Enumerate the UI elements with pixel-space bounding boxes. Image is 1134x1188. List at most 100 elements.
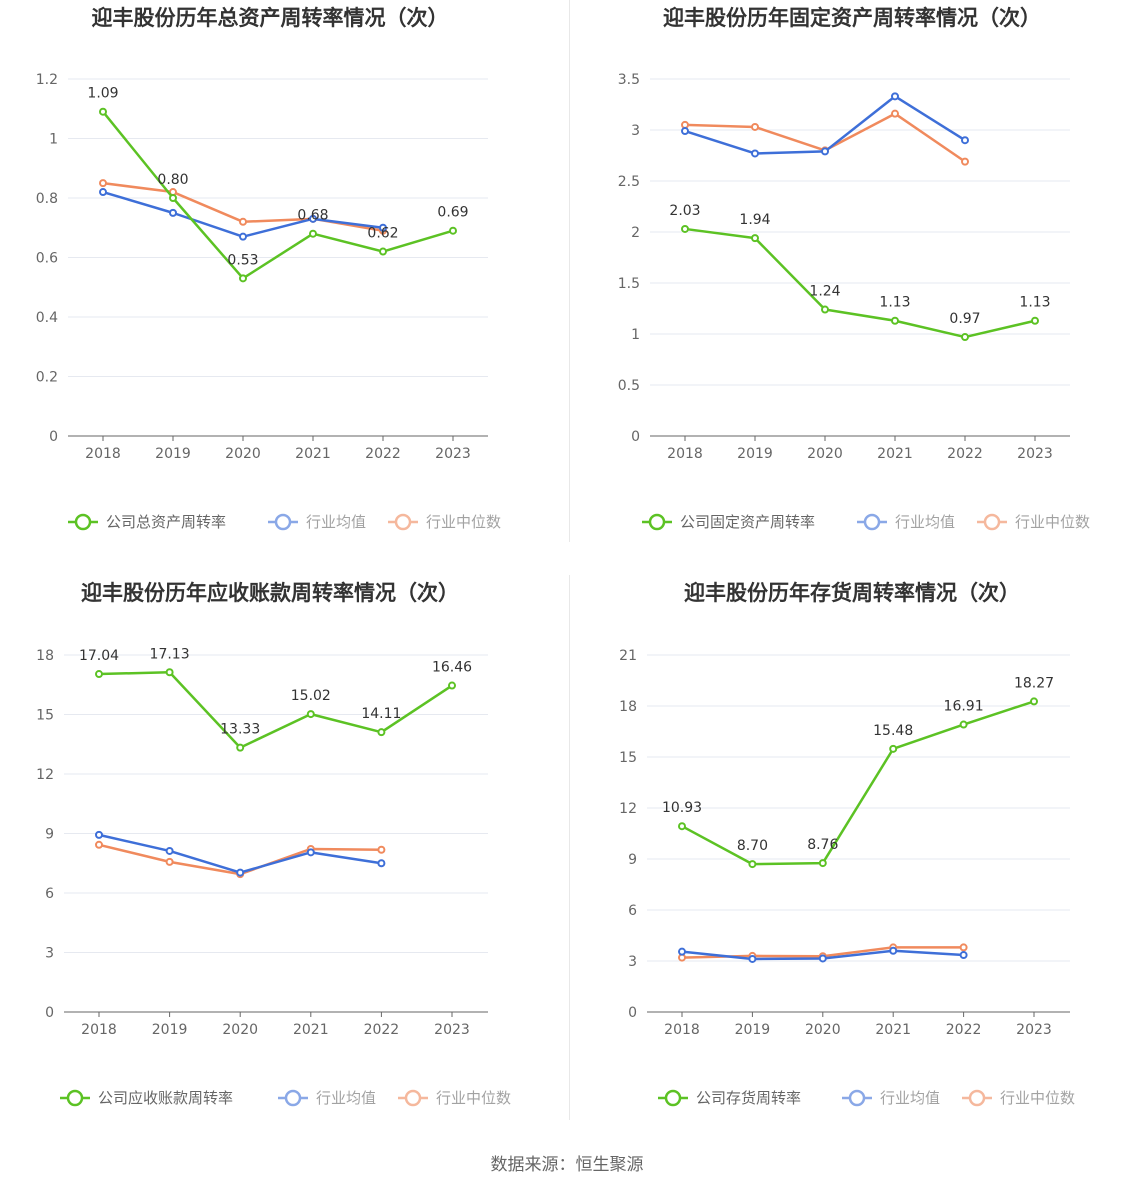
chart-title: 迎丰股份历年固定资产周转率情况（次） [663, 6, 1041, 30]
legend-label: 行业均值 [316, 1089, 376, 1107]
data-point-industry-average [99, 188, 107, 197]
legend-item-industry-median[interactable]: 行业中位数 [388, 513, 501, 531]
y-tick-label: 0 [45, 1005, 54, 1021]
data-point-company [377, 728, 386, 737]
data-label: 17.04 [79, 648, 119, 664]
y-tick-label: 18 [619, 699, 637, 715]
y-tick-label: 6 [628, 903, 637, 919]
data-label: 0.68 [297, 208, 328, 224]
data-point-industry-average [309, 214, 317, 223]
data-point-industry-median [377, 845, 386, 854]
chart-title: 迎丰股份历年总资产周转率情况（次） [92, 6, 449, 30]
data-label: 17.13 [150, 646, 190, 662]
chart-total-asset-turnover: 迎丰股份历年总资产周转率情况（次） 0 0.2 0.4 0.6 0.8 1 1.2 2018 20… [36, 6, 501, 531]
data-point-company [449, 226, 457, 235]
data-point-industry-average [306, 848, 315, 857]
data-label: 2.03 [669, 203, 700, 219]
divider-vertical-top [569, 0, 570, 542]
legend-label: 行业均值 [306, 513, 366, 531]
data-point-industry-median [95, 840, 103, 849]
data-point-company [748, 860, 757, 869]
legend-item-company[interactable]: 公司总资产周转率 [68, 513, 226, 531]
legend-item-company[interactable]: 公司固定资产周转率 [642, 513, 815, 531]
data-point-company [379, 247, 387, 256]
legend-item-industry-average[interactable]: 行业均值 [268, 513, 366, 531]
chart-title: 迎丰股份历年应收账款周转率情况（次） [81, 581, 459, 605]
y-tick-label: 3 [628, 954, 637, 970]
data-source-note: 数据来源：恒生聚源 [490, 1155, 644, 1175]
legend-label: 公司应收账款周转率 [98, 1089, 233, 1107]
data-point-industry-average [681, 127, 689, 136]
legend-label: 行业中位数 [1015, 513, 1090, 531]
x-tick-label: 2020 [225, 446, 261, 462]
legend-item-industry-median[interactable]: 行业中位数 [398, 1089, 511, 1107]
x-tick-label: 2018 [667, 446, 703, 462]
data-label: 1.94 [739, 212, 770, 228]
data-label: 0.97 [949, 311, 980, 327]
data-point-company [818, 859, 827, 868]
legend-swatch-marker [284, 1089, 302, 1107]
x-tick-label: 2018 [664, 1022, 700, 1038]
data-label: 1.09 [87, 86, 118, 102]
legend-item-industry-median[interactable]: 行业中位数 [962, 1089, 1075, 1107]
data-point-industry-average [236, 868, 245, 877]
data-point-industry-average [678, 947, 686, 956]
legend-swatch-marker [664, 1089, 682, 1107]
data-point-company [891, 316, 899, 325]
data-point-industry-average [239, 232, 247, 241]
data-label: 15.02 [291, 688, 331, 704]
legend-item-industry-average[interactable]: 行业均值 [857, 513, 955, 531]
series-line-company [102, 110, 454, 280]
y-tick-label: 9 [45, 827, 54, 843]
y-tick-label: 0 [628, 1005, 637, 1021]
legend-item-company[interactable]: 公司应收账款周转率 [60, 1089, 233, 1107]
legend-swatch-marker [404, 1089, 422, 1107]
x-tick-label: 2021 [875, 1022, 911, 1038]
x-tick-label: 2018 [85, 446, 121, 462]
series-line-company [98, 671, 453, 749]
data-point-company [751, 234, 759, 243]
x-tick-label: 2018 [81, 1022, 117, 1038]
data-point-company [821, 305, 829, 314]
data-point-company [448, 681, 456, 690]
data-label: 15.48 [873, 723, 913, 739]
data-point-industry-average [379, 223, 387, 232]
x-tick-label: 2019 [735, 1022, 771, 1038]
legend-item-industry-average[interactable]: 行业均值 [842, 1089, 940, 1107]
y-tick-label: 12 [619, 801, 637, 817]
data-point-company [681, 224, 689, 233]
x-tick-label: 2023 [1017, 446, 1053, 462]
data-point-industry-median [751, 122, 759, 131]
data-point-company [169, 194, 177, 202]
y-tick-label: 0 [49, 429, 58, 445]
y-tick-label: 15 [619, 750, 637, 766]
data-label: 0.69 [437, 205, 468, 221]
legend-item-company[interactable]: 公司存货周转率 [658, 1089, 801, 1107]
data-point-industry-average [891, 92, 899, 101]
x-tick-label: 2022 [365, 446, 401, 462]
legend-swatch-marker [863, 513, 881, 531]
data-point-industry-average [961, 136, 969, 145]
series-line-company [684, 227, 1036, 339]
y-tick-label: 3.5 [618, 72, 640, 88]
y-tick-label: 2 [631, 225, 640, 241]
x-tick-label: 2022 [947, 446, 983, 462]
x-tick-label: 2023 [1016, 1022, 1052, 1038]
y-tick-label: 0.6 [36, 251, 58, 267]
legend-item-industry-average[interactable]: 行业均值 [278, 1089, 376, 1107]
data-label: 14.11 [361, 706, 401, 722]
y-tick-label: 3 [631, 123, 640, 139]
x-tick-label: 2019 [152, 1022, 188, 1038]
legend-item-industry-median[interactable]: 行业中位数 [977, 513, 1090, 531]
data-point-industry-average [377, 859, 386, 868]
x-tick-label: 2022 [364, 1022, 400, 1038]
data-point-company [889, 744, 898, 753]
data-label: 1.13 [879, 295, 910, 311]
data-point-company [1030, 697, 1038, 706]
data-point-industry-average [818, 954, 827, 963]
legend-swatch-marker [274, 513, 292, 531]
legend-label: 公司总资产周转率 [106, 513, 226, 531]
legend-label: 行业中位数 [426, 513, 501, 531]
data-point-industry-average [748, 954, 757, 963]
data-point-company [306, 710, 315, 719]
